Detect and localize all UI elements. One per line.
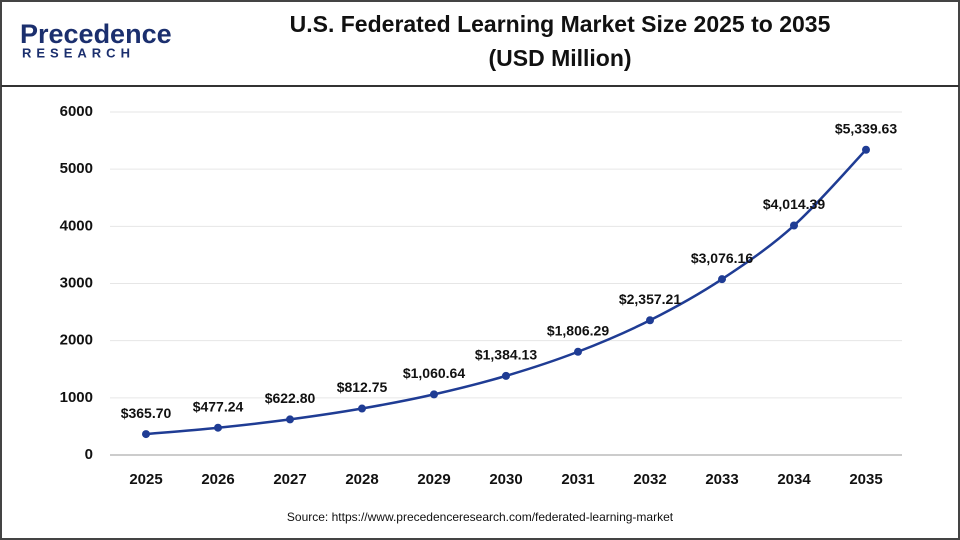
x-tick-label: 2032 [633, 471, 666, 488]
point [574, 347, 582, 356]
x-tick-label: 2034 [777, 471, 811, 488]
point [862, 145, 870, 154]
x-tick-label: 2031 [561, 471, 594, 488]
y-tick-label: 6000 [60, 103, 93, 120]
y-tick-label: 0 [85, 446, 93, 463]
point [286, 415, 294, 424]
value-label: $812.75 [337, 379, 388, 395]
point [502, 371, 510, 380]
value-label: $1,806.29 [547, 322, 609, 338]
point [142, 430, 150, 439]
y-tick-label: 1000 [60, 389, 93, 406]
source-note: Source: https://www.precedenceresearch.c… [287, 510, 674, 524]
point [790, 221, 798, 230]
point [358, 404, 366, 413]
value-label: $3,076.16 [691, 250, 753, 266]
point [718, 275, 726, 284]
point [214, 423, 222, 432]
value-label: $365.70 [121, 405, 172, 421]
value-label: $5,339.63 [835, 120, 897, 136]
y-tick-label: 2000 [60, 332, 93, 349]
x-tick-label: 2029 [417, 471, 450, 488]
x-tick-label: 2028 [345, 471, 378, 488]
x-tick-label: 2035 [849, 471, 882, 488]
value-label: $1,384.13 [475, 347, 537, 363]
x-tick-label: 2025 [129, 471, 162, 488]
x-tick-label: 2026 [201, 471, 234, 488]
line [145, 148, 867, 436]
x-tick-label: 2033 [705, 471, 738, 488]
value-label: $2,357.21 [619, 291, 681, 307]
x-tick-label: 2030 [489, 471, 522, 488]
logo-name: Precedence [20, 19, 172, 49]
y-tick-label: 4000 [60, 217, 93, 234]
chart-subtitle: (USD Million) [488, 45, 631, 71]
chart-title: U.S. Federated Learning Market Size 2025… [290, 11, 831, 37]
point [430, 390, 438, 399]
y-tick-label: 3000 [60, 274, 93, 291]
x-tick-label: 2027 [273, 471, 306, 488]
logo-tagline: RESEARCH [22, 45, 135, 60]
y-tick-label: 5000 [60, 160, 93, 177]
value-label: $622.80 [265, 390, 316, 406]
value-label: $4,014.39 [763, 196, 825, 212]
point [646, 316, 654, 325]
value-label: $1,060.64 [403, 365, 465, 381]
value-label: $477.24 [193, 398, 244, 414]
